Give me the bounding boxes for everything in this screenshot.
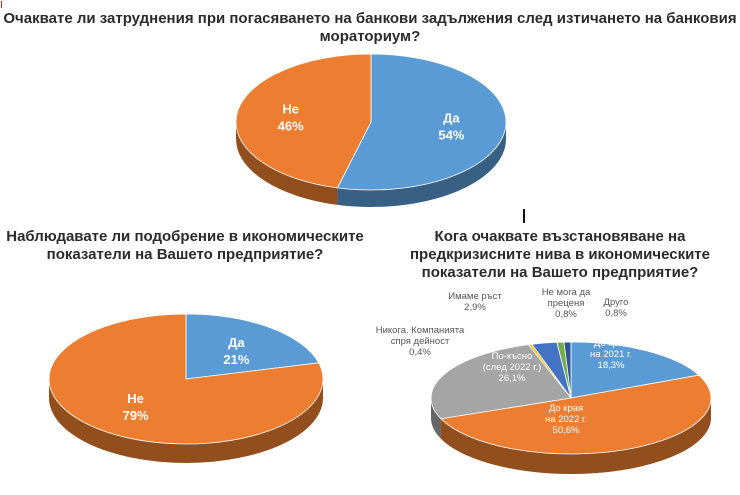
chart1-label-1: Не (282, 101, 299, 116)
chart1-slice-0 (336, 53, 507, 191)
chart2-label-1: Не (127, 391, 144, 406)
chart2-slice-0 (185, 313, 320, 380)
chart1-title: Очаквате ли затруднения при погасяването… (3, 10, 737, 45)
chart1-slice-1 (235, 53, 372, 189)
chart3-slice-1 (440, 374, 712, 455)
chart3-label-4: Имаме ръст (448, 291, 502, 302)
chart2-label-0: Да (228, 335, 245, 350)
chart3-label-2: По-късно (след 2022 г.) (483, 351, 542, 373)
chart1-value-0: 54% (438, 128, 464, 143)
chart3-slice-side-2 (431, 398, 441, 439)
chart3-value-4: 2,9% (464, 302, 486, 313)
chart3-label-3: Никога. Компанията спря дейност (376, 325, 465, 347)
chart3-slice-0 (570, 341, 700, 399)
chart3-label-0: До края на 2021 г. (590, 338, 632, 360)
chart3-slice-side-1 (440, 398, 711, 474)
chart3-title: Кога очаквате възстановяване на предкриз… (410, 228, 710, 281)
corner-mark (1, 1, 5, 8)
chart3-value-6: 0,8% (605, 308, 627, 319)
chart1-slice-side-0 (337, 122, 506, 207)
chart3-slice-2 (430, 344, 572, 420)
chart3-value-3: 0,4% (409, 347, 431, 358)
chart3-value-2: 26,1% (499, 373, 526, 384)
chart1-slice-side-1 (236, 122, 338, 205)
chart3-label-6: Друго (604, 297, 629, 308)
chart1-label-0: Да (443, 111, 460, 126)
chart3-value-1: 50,6% (553, 425, 580, 436)
chart2-slice-1 (48, 313, 324, 445)
chart2-value-1: 79% (123, 408, 149, 423)
chart3-value-0: 18,3% (598, 360, 625, 371)
chart3-label-1: До края на 2022 г. (545, 403, 587, 425)
chart1-value-1: 46% (278, 118, 304, 133)
text-cursor (523, 209, 525, 223)
chart3-value-5: 0,8% (555, 309, 577, 320)
chart2-slice-side-1 (49, 379, 323, 463)
chart3-slice-6 (563, 341, 572, 399)
chart3-label-5: Не мога да преценя (542, 287, 591, 309)
chart2-value-0: 21% (223, 352, 249, 367)
chart2-title: Наблюдавате ли подобрение в икономически… (6, 228, 364, 263)
